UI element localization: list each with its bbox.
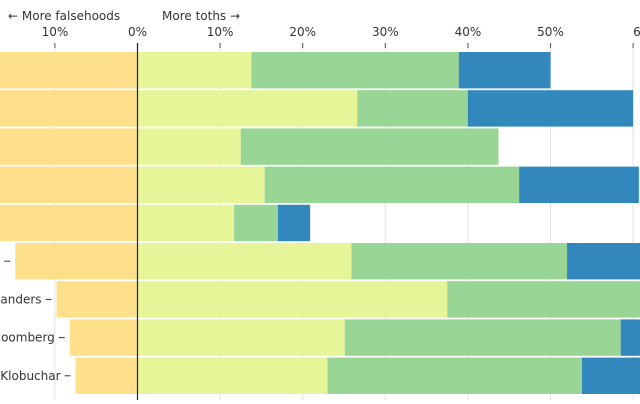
bar-segment-falsehoods: [70, 319, 138, 355]
x-tick-label: 60%: [633, 25, 640, 39]
truths-direction-label: More toths →: [162, 9, 240, 23]
bar-segment-mostly-true: [447, 281, 640, 317]
bar-segment-true: [459, 52, 551, 88]
category-label: Bloomberg: [0, 331, 55, 345]
bar-segment-mostly-true: [351, 243, 567, 279]
falsehoods-direction-label: ← More falsehoods: [8, 9, 120, 23]
bar-segment-falsehoods: [57, 281, 138, 317]
x-tick-label: 50%: [537, 25, 564, 39]
category-label: Sanders: [0, 292, 42, 306]
bars: [0, 52, 640, 394]
x-tick-label: 40%: [455, 25, 482, 39]
bar-segment-half-true: [138, 52, 252, 88]
bar-segment-falsehoods: [0, 128, 138, 164]
bar-segment-true: [278, 205, 310, 241]
bar-segment-half-true: [138, 243, 352, 279]
bar-segment-falsehoods: [0, 52, 138, 88]
bar-segment-half-true: [138, 167, 265, 203]
bar-segment-mostly-true: [251, 52, 458, 88]
bar-segment-true: [621, 319, 640, 355]
bar-segment-mostly-true: [234, 205, 278, 241]
bar-segment-half-true: [138, 90, 358, 126]
bar-segment-falsehoods: [15, 243, 137, 279]
bar-segment-true: [468, 90, 633, 126]
bar-segment-mostly-true: [357, 90, 468, 126]
bar-segment-falsehoods: [76, 358, 138, 394]
bar-segment-true: [582, 358, 640, 394]
bar-segment-true: [519, 167, 639, 203]
x-tick-label: 10%: [42, 25, 69, 39]
x-tick-label: 30%: [372, 25, 399, 39]
x-tick-label: 10%: [207, 25, 234, 39]
bar-segment-mostly-true: [327, 358, 581, 394]
bar-segment-mostly-true: [345, 319, 621, 355]
bar-segment-half-true: [138, 205, 235, 241]
bar-segment-half-true: [138, 128, 241, 164]
bar-segment-mostly-true: [265, 167, 519, 203]
bar-segment-true: [567, 243, 640, 279]
bar-segment-half-true: [138, 358, 328, 394]
bar-segment-falsehoods: [0, 90, 138, 126]
x-tick-label: 20%: [289, 25, 316, 39]
bar-segment-half-true: [138, 281, 448, 317]
category-label: y Klobuchar: [0, 369, 61, 383]
x-tick-label: 0%: [128, 25, 147, 39]
bar-segment-mostly-true: [241, 128, 499, 164]
bar-segment-half-true: [138, 319, 345, 355]
bar-segment-falsehoods: [0, 167, 138, 203]
bar-segment-falsehoods: [0, 205, 138, 241]
